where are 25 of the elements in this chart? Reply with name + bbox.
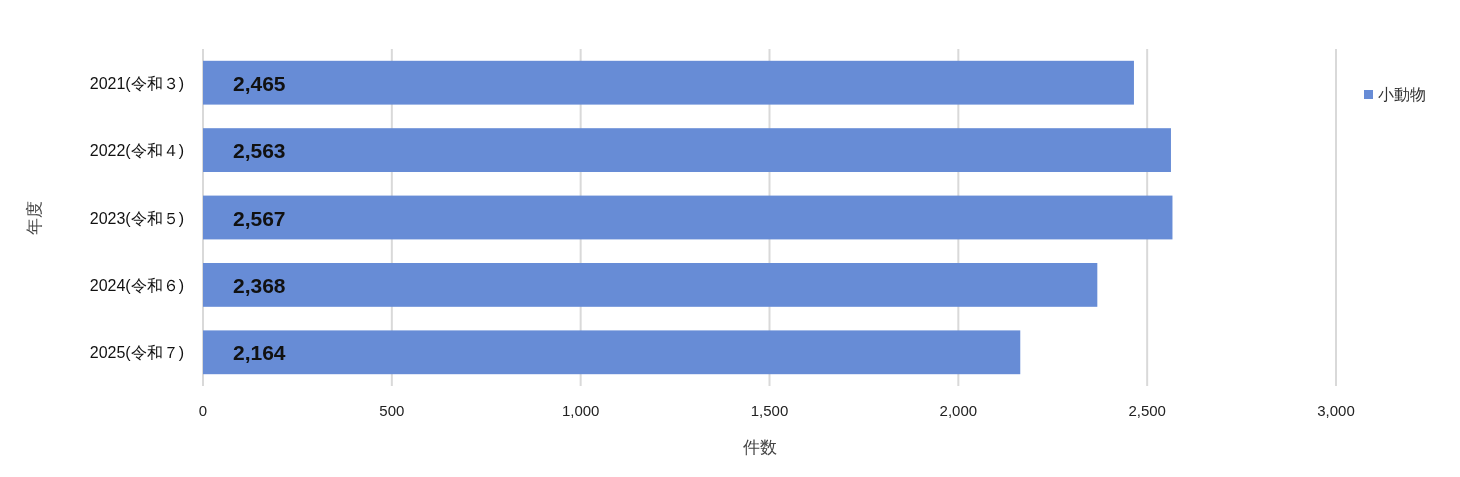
bar	[203, 263, 1098, 307]
bar	[203, 60, 1134, 105]
y-tick-label: 2021(令和３)	[89, 74, 184, 92]
data-label: 2,465	[233, 71, 286, 95]
x-axis-title: 件数	[742, 438, 777, 457]
y-axis-title: 年度	[25, 200, 44, 235]
y-tick-label: 2022(令和４)	[89, 142, 184, 160]
bar	[203, 195, 1173, 240]
data-label: 2,563	[233, 139, 286, 163]
bar	[203, 330, 1021, 375]
data-label: 2,164	[233, 341, 286, 365]
x-tick-label: 2,000	[939, 402, 978, 419]
x-tick-label: 1,000	[561, 402, 600, 419]
x-tick-label: 0	[198, 402, 208, 419]
x-tick-label: 3,000	[1317, 402, 1355, 419]
data-label: 2,567	[233, 206, 286, 230]
x-tick-label: 2,500	[1128, 402, 1166, 419]
data-label: 2,368	[233, 273, 286, 297]
y-tick-label: 2024(令和６)	[89, 276, 184, 294]
bar	[203, 128, 1171, 173]
legend-label: 小動物	[1378, 86, 1426, 103]
y-tick-label: 2023(令和５)	[89, 209, 184, 227]
x-tick-label: 500	[379, 402, 405, 419]
x-tick-label: 1,500	[750, 402, 789, 419]
y-tick-label: 2025(令和７)	[89, 344, 184, 362]
